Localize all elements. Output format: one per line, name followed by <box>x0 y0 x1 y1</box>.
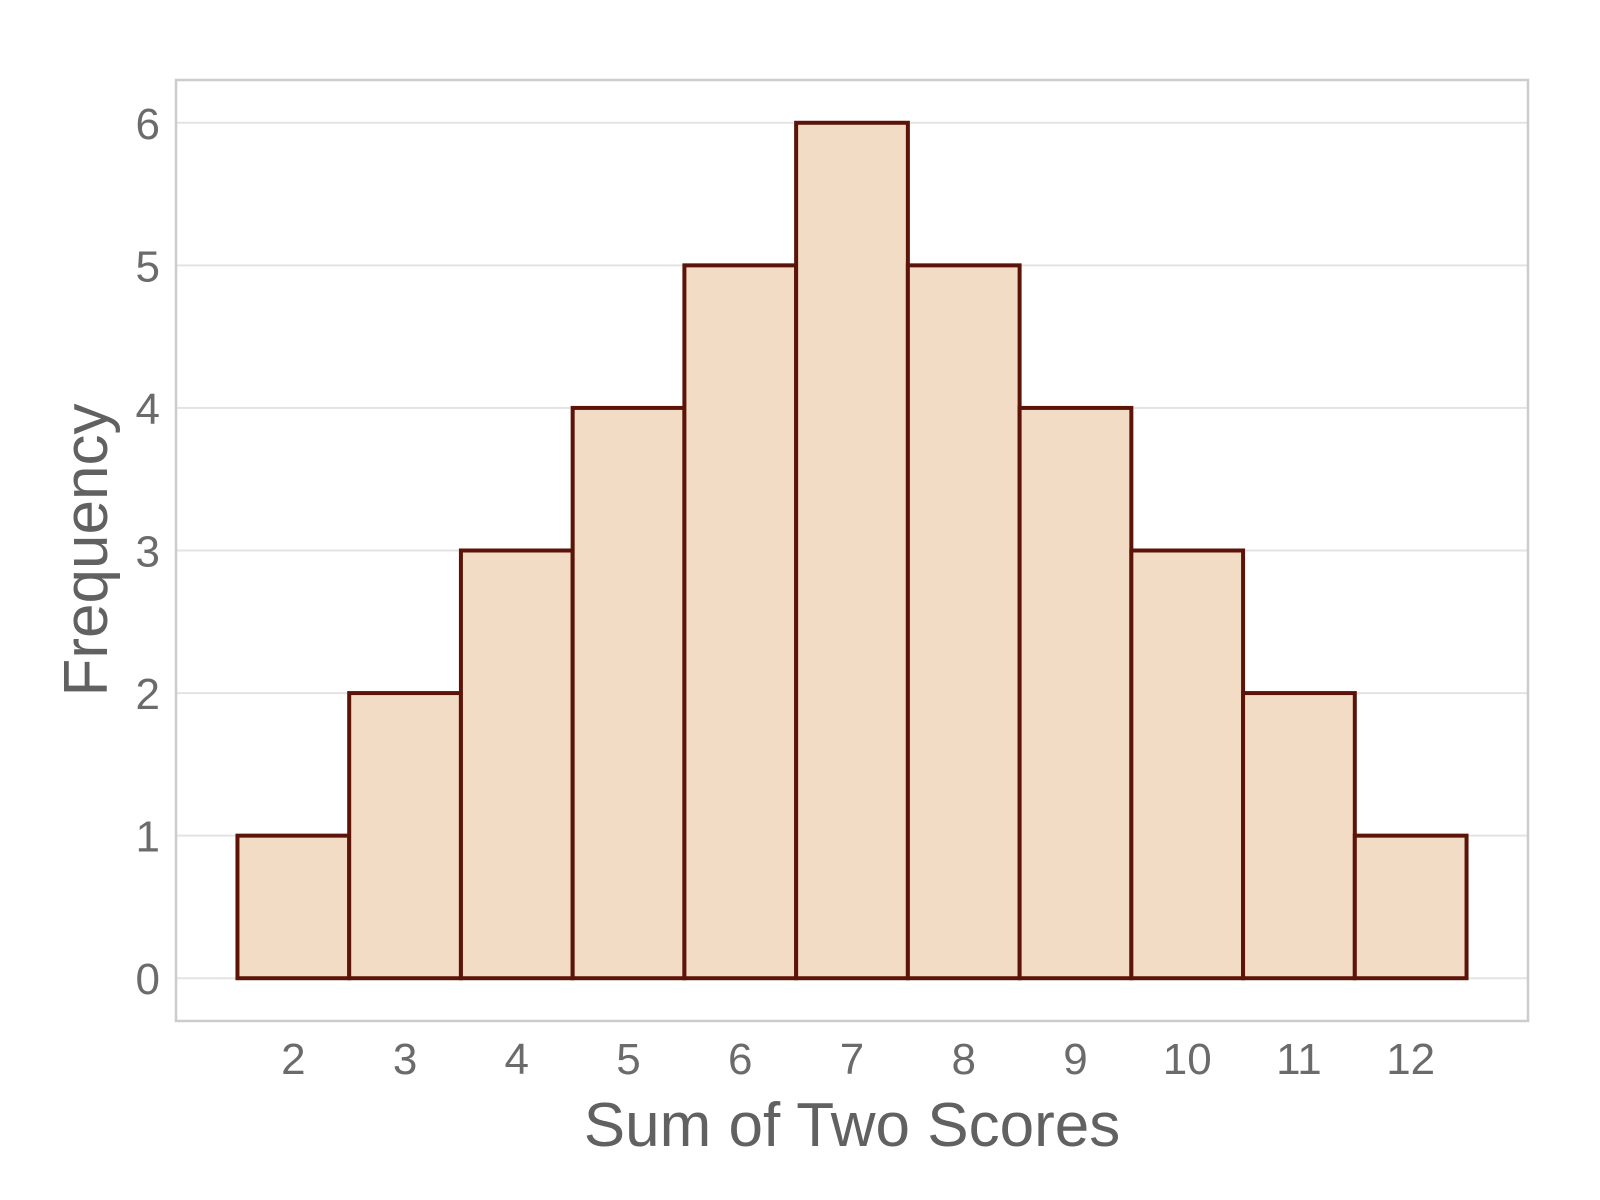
bar-sum-3 <box>347 691 463 981</box>
bar-sum-6 <box>682 263 799 981</box>
x-tick-label: 8 <box>951 1035 975 1084</box>
bar-sum-9 <box>1017 405 1134 981</box>
bar-sum-10 <box>1129 548 1246 981</box>
y-tick-label: 6 <box>136 100 160 149</box>
y-tick-label: 2 <box>136 670 160 719</box>
x-tick-label: 9 <box>1063 1035 1087 1084</box>
bars <box>235 120 1469 981</box>
y-tick-label: 1 <box>136 813 160 862</box>
x-tick-label: 2 <box>281 1035 305 1084</box>
plot-panel-border <box>174 78 1530 1023</box>
y-tick-label: 0 <box>136 955 160 1004</box>
y-tick-label: 4 <box>136 385 160 434</box>
y-tick-label: 5 <box>136 242 160 291</box>
bar-sum-5 <box>570 405 687 981</box>
x-tick-label: 7 <box>840 1035 864 1084</box>
bar-sum-8 <box>905 263 1022 981</box>
x-tick-label: 12 <box>1386 1035 1435 1084</box>
x-tick-label: 11 <box>1276 1035 1322 1084</box>
x-tick-label: 10 <box>1163 1035 1212 1084</box>
x-axis-title: Sum of Two Scores <box>584 1091 1120 1160</box>
x-tick-label: 5 <box>616 1035 640 1084</box>
bar-sum-7 <box>794 120 910 981</box>
x-tick-label: 6 <box>728 1035 752 1084</box>
bar-sum-4 <box>458 548 575 981</box>
x-tick-label: 4 <box>505 1035 529 1084</box>
y-tick-labels: 0 1 2 3 4 5 6 <box>136 100 160 1004</box>
x-tick-labels: 2 3 4 5 6 7 8 9 10 11 12 <box>281 1035 1435 1084</box>
y-axis-title: Frequency <box>52 404 121 697</box>
y-tick-label: 3 <box>136 528 160 577</box>
bar-sum-11 <box>1241 691 1357 981</box>
x-tick-label: 3 <box>393 1035 417 1084</box>
bar-sum-12 <box>1352 833 1469 981</box>
bar-sum-2 <box>235 833 352 981</box>
